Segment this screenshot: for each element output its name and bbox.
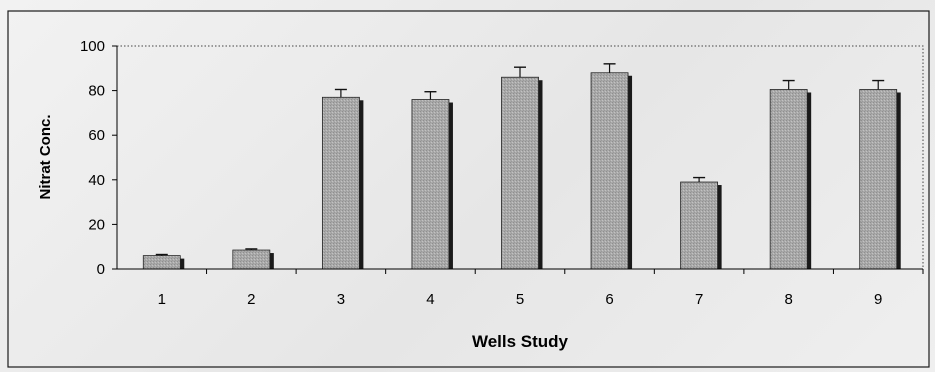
x-axis-label: Wells Study [472,332,569,351]
y-tick-label: 80 [88,83,105,100]
x-tick-label: 1 [158,291,166,308]
y-tick-label: 100 [80,38,105,55]
bar [859,89,898,270]
bar [769,89,808,270]
bar [142,255,181,270]
y-tick-label: 0 [97,261,105,278]
x-tick-label: 2 [247,291,255,308]
x-tick-label: 7 [695,291,703,308]
x-tick-label: 9 [874,291,882,308]
y-axis-ticks: 0 20 40 60 80 100 [80,38,117,278]
bar [232,249,271,270]
x-tick-label: 3 [337,291,345,308]
bar [590,72,629,270]
bar [321,96,360,270]
y-axis-label: Nitrat Conc. [37,114,54,199]
bar [501,76,539,270]
bars [142,63,901,270]
x-tick-label: 4 [426,291,434,308]
x-tick-label: 8 [784,291,792,308]
y-tick-label: 40 [88,172,105,189]
figure-border [7,10,930,368]
x-tick-label: 6 [605,291,613,308]
bar [411,99,450,270]
bar [680,181,719,270]
x-axis-ticks: 1 2 3 4 5 6 7 8 9 [158,269,924,308]
x-tick-label: 5 [516,291,524,308]
y-tick-label: 60 [88,127,105,144]
y-tick-label: 20 [88,216,105,233]
